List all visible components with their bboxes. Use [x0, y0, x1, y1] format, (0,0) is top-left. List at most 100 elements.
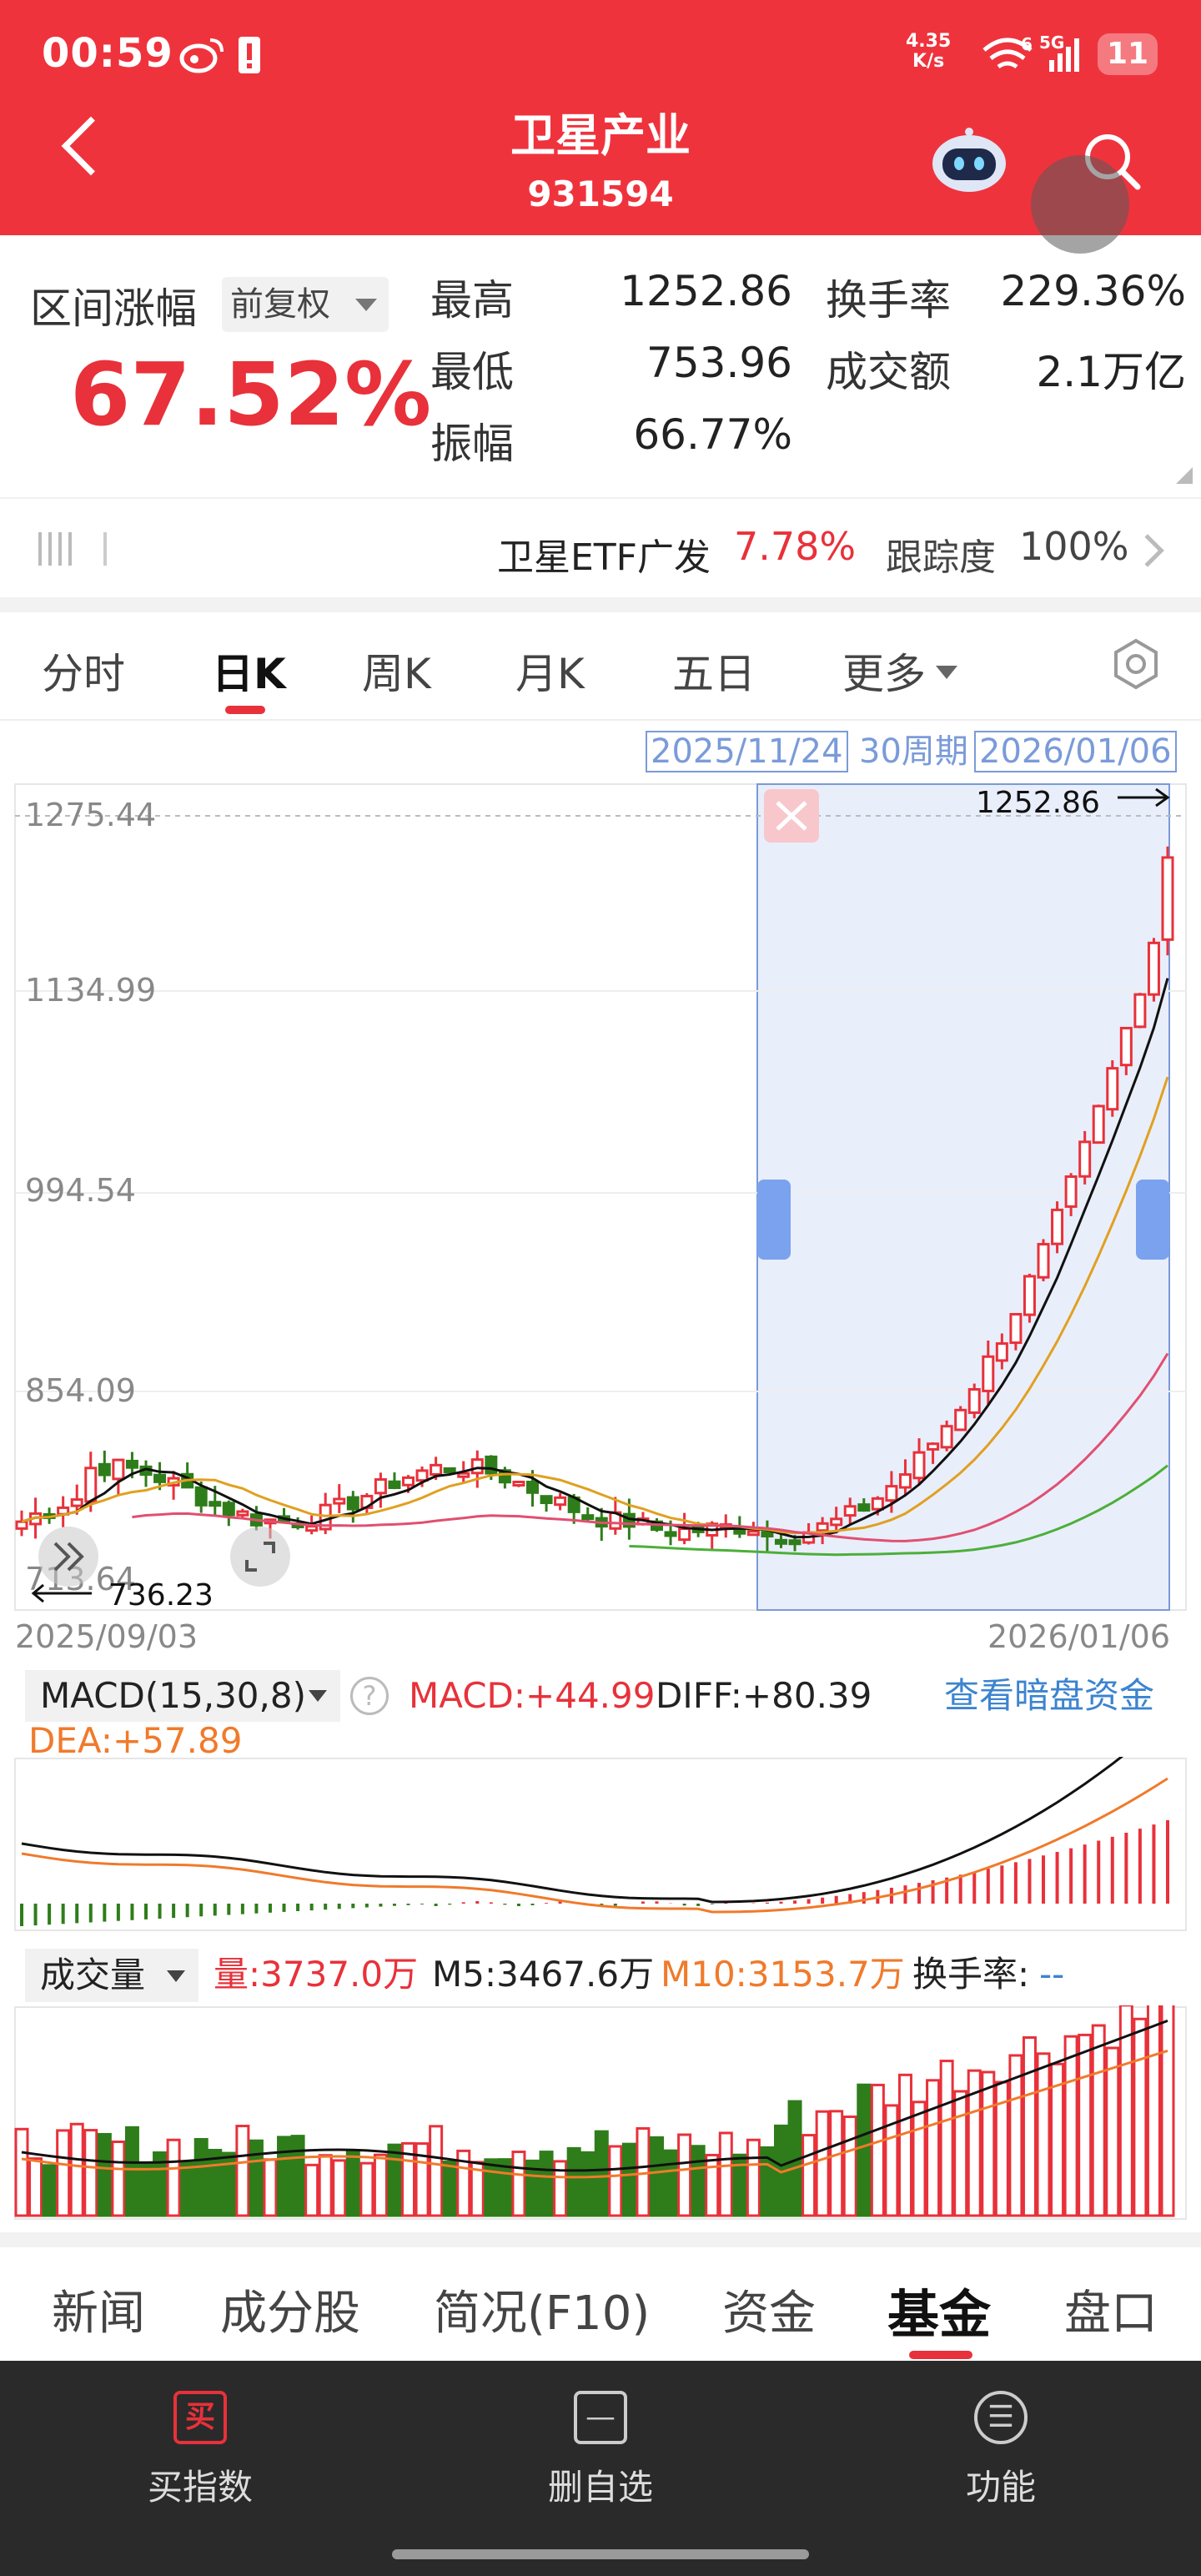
svg-text:5G: 5G [1039, 33, 1064, 53]
volume-bar [1022, 2036, 1037, 2217]
volume-bar [14, 2127, 29, 2217]
help-icon[interactable]: ? [350, 1677, 389, 1715]
volume-bar [359, 2161, 374, 2217]
candle-body [485, 1455, 498, 1475]
range-periods: 30周期 [859, 732, 968, 771]
double-chevron-icon [53, 1542, 84, 1572]
low-mark-label: 736.23 [108, 1578, 214, 1612]
home-indicator[interactable] [392, 2549, 809, 2559]
low-mark-arrow [31, 1583, 92, 1603]
etf-name: 卫星ETF广发 [497, 536, 711, 579]
volume-bar [69, 2122, 84, 2217]
candle-body [305, 1525, 319, 1532]
functions-button[interactable]: ☰ 功能 [892, 2391, 1109, 2510]
tab-daily-k[interactable]: 日K [212, 650, 286, 698]
m5-line [21, 2019, 1168, 2172]
volume-bar [857, 2083, 872, 2217]
volume-bar [566, 2146, 581, 2217]
ai-assistant-robot-icon[interactable] [927, 125, 1011, 195]
divider [0, 2232, 1201, 2247]
candle-body [1147, 941, 1160, 996]
volume-bar [981, 2070, 996, 2217]
wifi-icon [982, 38, 1033, 69]
volume-selector[interactable]: 成交量 [25, 1949, 198, 2002]
tab-more[interactable]: 更多 [842, 650, 926, 698]
candle-body [526, 1481, 540, 1494]
amount-label: 成交额 [826, 348, 951, 396]
candle-body [388, 1480, 401, 1489]
fullscreen-button [230, 1527, 290, 1587]
candle-body [194, 1486, 208, 1507]
range-start-date[interactable]: 2025/11/24 [646, 731, 848, 772]
volume-bar [1036, 2052, 1051, 2217]
tab-monthly-k[interactable]: 月K [515, 650, 585, 698]
chevron-right-icon [1131, 534, 1164, 567]
range-change-pct: 67.52% [70, 344, 432, 445]
tab-weekly-k[interactable]: 周K [362, 650, 431, 698]
tab-constituents[interactable]: 成分股 [220, 2287, 360, 2341]
caret-down-icon [167, 1970, 185, 1982]
candle-body [554, 1496, 567, 1507]
m10-line [21, 2049, 1168, 2179]
volume-bar [166, 2138, 181, 2217]
volume-bar [815, 2110, 830, 2217]
low-value: 753.96 [646, 339, 792, 387]
signal-icon: 5G [1039, 33, 1079, 72]
tab-profile-f10[interactable]: 简况(F10) [434, 2287, 651, 2341]
svg-text:6: 6 [1021, 34, 1033, 54]
tab-capital[interactable]: 资金 [722, 2287, 816, 2341]
expand-corner-icon[interactable] [1176, 467, 1193, 484]
high-mark-arrow [1118, 787, 1170, 808]
candle-body [512, 1480, 525, 1487]
candle-body [153, 1473, 167, 1483]
volume-bar [608, 2145, 623, 2217]
candle-body [222, 1502, 235, 1517]
tab-five-day[interactable]: 五日 [672, 650, 756, 698]
tab-news[interactable]: 新闻 [52, 2287, 145, 2341]
volume-bar [1160, 2005, 1175, 2217]
settings-hexagon-icon[interactable] [1109, 637, 1163, 691]
volume-bar [304, 2163, 319, 2217]
volume-bar [1146, 2005, 1161, 2217]
tab-intraday[interactable]: 分时 [42, 650, 125, 698]
fuquan-selector[interactable]: 前复权 [222, 277, 389, 332]
volume-bar [621, 2142, 636, 2217]
volume-bar [193, 2137, 209, 2217]
chart-period-tabs: 分时 日K 周K 月K 五日 更多 [0, 612, 1201, 721]
price-axis-label: 854.09 [25, 1372, 136, 1409]
candle-body [112, 1458, 125, 1481]
caret-down-icon [936, 666, 957, 679]
buy-index-button[interactable]: 买 买指数 [92, 2391, 309, 2510]
tab-order-book[interactable]: 盘口 [1064, 2287, 1158, 2341]
view-dark-pool-link[interactable]: 查看暗盘资金 [944, 1675, 1155, 1716]
alert-icon [239, 37, 260, 73]
macd-chart [14, 1757, 1187, 1931]
range-label: 区间涨幅 [30, 284, 197, 333]
tab-fund[interactable]: 基金 [887, 2284, 992, 2345]
range-end-date[interactable]: 2026/01/06 [974, 731, 1177, 772]
candle-body [774, 1538, 787, 1545]
price-axis-label: 1275.44 [25, 797, 156, 833]
volume-bar [56, 2129, 71, 2217]
candle-body [954, 1408, 967, 1431]
candle-body [830, 1517, 843, 1527]
remove-watchlist-button[interactable]: — 删自选 [492, 2391, 709, 2510]
volume-bar [442, 2161, 457, 2217]
candle-body [333, 1497, 346, 1505]
active-tab-underline [909, 2351, 972, 2359]
candle-body [746, 1530, 760, 1537]
candle-body [15, 1520, 28, 1530]
etf-bar[interactable]: 卫星ETF广发 7.78% 跟踪度 100% [0, 497, 1201, 597]
volume-bar [42, 2164, 57, 2217]
touch-indicator [1031, 155, 1129, 254]
active-tab-underline [225, 706, 265, 714]
status-icons: 6 5G [179, 33, 1079, 73]
macd-selector[interactable]: MACD(15,30,8) [25, 1670, 340, 1722]
dea-line [21, 1777, 1168, 1914]
kline-chart[interactable]: 1275.441134.99994.54854.09713.641252.867… [0, 781, 1201, 1612]
etf-indicator-icon [38, 532, 107, 566]
candle-body [470, 1458, 484, 1475]
candle-body [816, 1522, 829, 1532]
candle-body [940, 1425, 953, 1449]
volume-bar [677, 2133, 692, 2217]
